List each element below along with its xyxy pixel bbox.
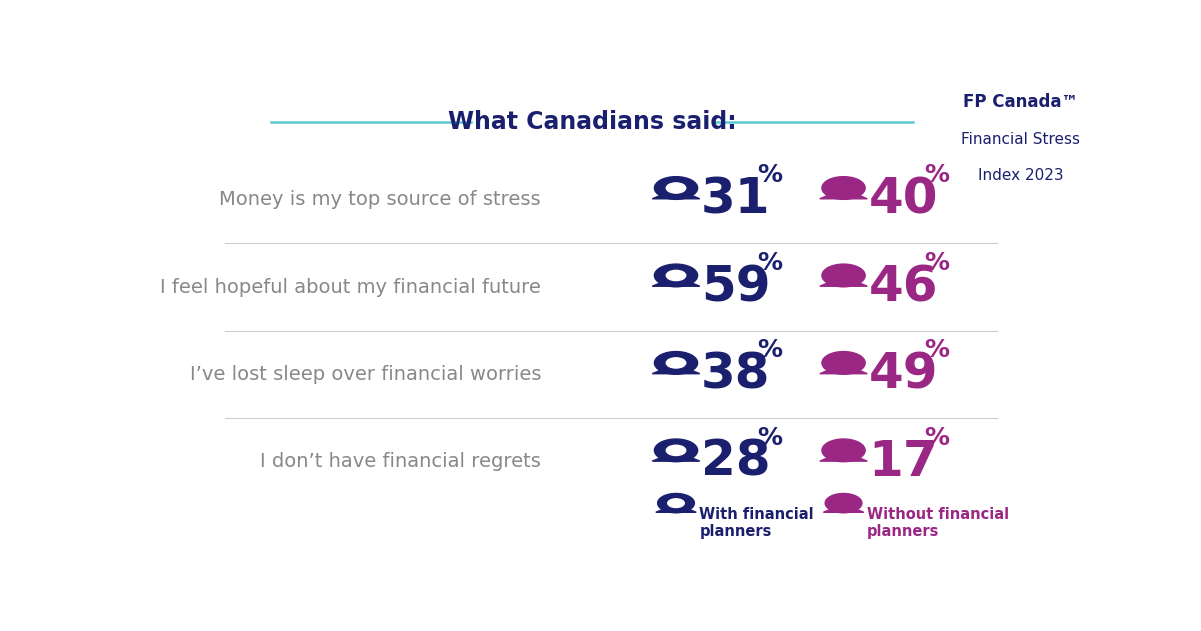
Text: Without financial
planners: Without financial planners <box>867 507 1009 539</box>
Text: 38: 38 <box>701 351 771 399</box>
Text: With financial
planners: With financial planners <box>699 507 814 539</box>
Text: 59: 59 <box>701 263 771 311</box>
Text: FP Canada™: FP Canada™ <box>963 93 1078 110</box>
Text: %: % <box>757 338 782 362</box>
Text: %: % <box>925 163 950 187</box>
Text: %: % <box>925 251 950 274</box>
Text: I’ve lost sleep over financial worries: I’ve lost sleep over financial worries <box>190 365 542 384</box>
Text: 17: 17 <box>868 438 938 486</box>
Text: %: % <box>757 163 782 187</box>
Text: What Canadians said:: What Canadians said: <box>448 110 736 134</box>
Text: %: % <box>925 426 950 450</box>
Text: I don’t have financial regrets: I don’t have financial regrets <box>261 452 542 471</box>
Text: I feel hopeful about my financial future: I feel hopeful about my financial future <box>160 278 542 297</box>
Text: Index 2023: Index 2023 <box>978 168 1063 183</box>
Text: %: % <box>925 338 950 362</box>
Text: 49: 49 <box>868 351 938 399</box>
Text: %: % <box>757 251 782 274</box>
Text: 31: 31 <box>701 175 771 223</box>
Text: 28: 28 <box>701 438 771 486</box>
Text: Money is my top source of stress: Money is my top source of stress <box>220 190 542 209</box>
Text: 40: 40 <box>868 175 938 223</box>
Text: Financial Stress: Financial Stress <box>961 132 1080 146</box>
Text: %: % <box>757 426 782 450</box>
Text: 46: 46 <box>868 263 938 311</box>
